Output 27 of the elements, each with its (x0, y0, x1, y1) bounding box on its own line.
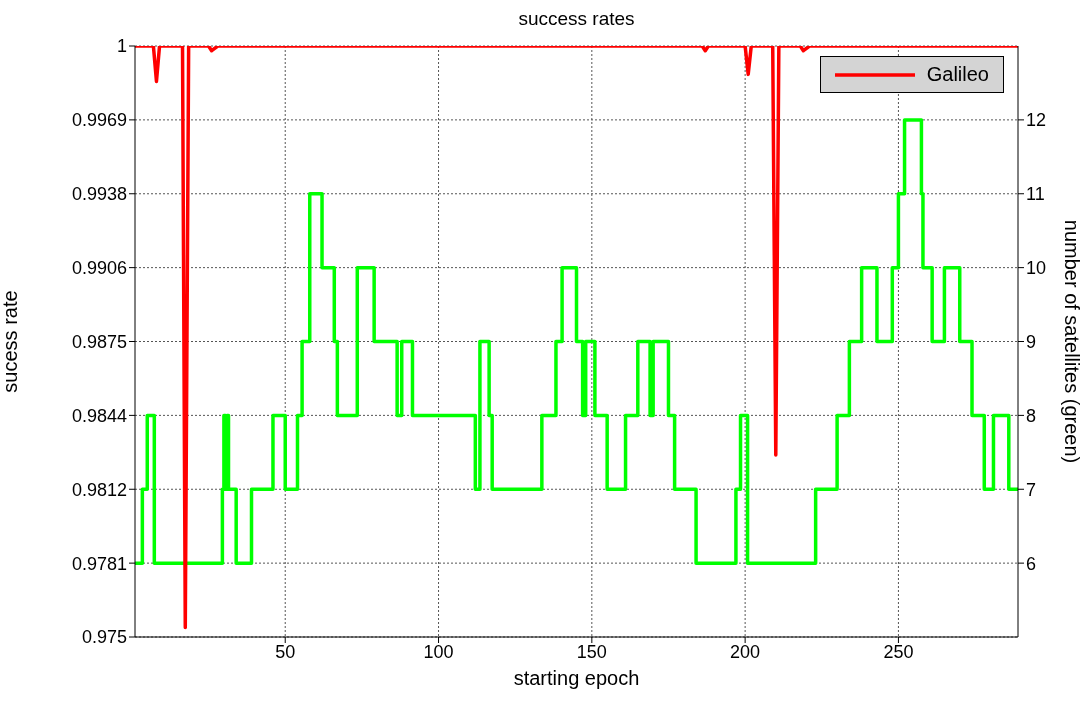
y2-axis-title: number of satellites (green) (1060, 219, 1083, 464)
y2-tick-label: 11 (1026, 184, 1045, 205)
chart-title: success rates (517, 8, 636, 30)
y-tick-label: 0.975 (81, 627, 127, 648)
y-tick-label: 0.9969 (71, 110, 127, 131)
y-tick-label: 1 (116, 36, 127, 57)
x-axis-title: starting epoch (513, 667, 640, 689)
y2-tick-label: 12 (1026, 110, 1047, 131)
y2-tick-label: 10 (1026, 258, 1047, 279)
y2-tick-label: 6 (1026, 553, 1037, 574)
y-tick-label: 0.9812 (71, 479, 127, 500)
legend-label: Galileo (926, 63, 989, 86)
y2-tick-label: 8 (1026, 405, 1037, 426)
y-tick-label: 0.9844 (71, 405, 127, 426)
y2-tick-label: 9 (1026, 331, 1037, 352)
y-tick-label: 0.9875 (71, 331, 127, 352)
y-tick-label: 0.9906 (71, 258, 127, 279)
x-tick-label: 150 (576, 641, 607, 662)
x-tick-label: 200 (730, 641, 761, 662)
y-axis-title: sucess rate (0, 290, 22, 393)
x-tick-label: 100 (423, 641, 454, 662)
x-tick-label: 50 (275, 641, 296, 662)
line-series (135, 46, 1018, 630)
y-tick-label: 0.9938 (71, 184, 127, 205)
y2-tick-label: 7 (1026, 479, 1037, 500)
y-tick-label: 0.9781 (71, 553, 127, 574)
x-tick-label: 250 (883, 641, 914, 662)
